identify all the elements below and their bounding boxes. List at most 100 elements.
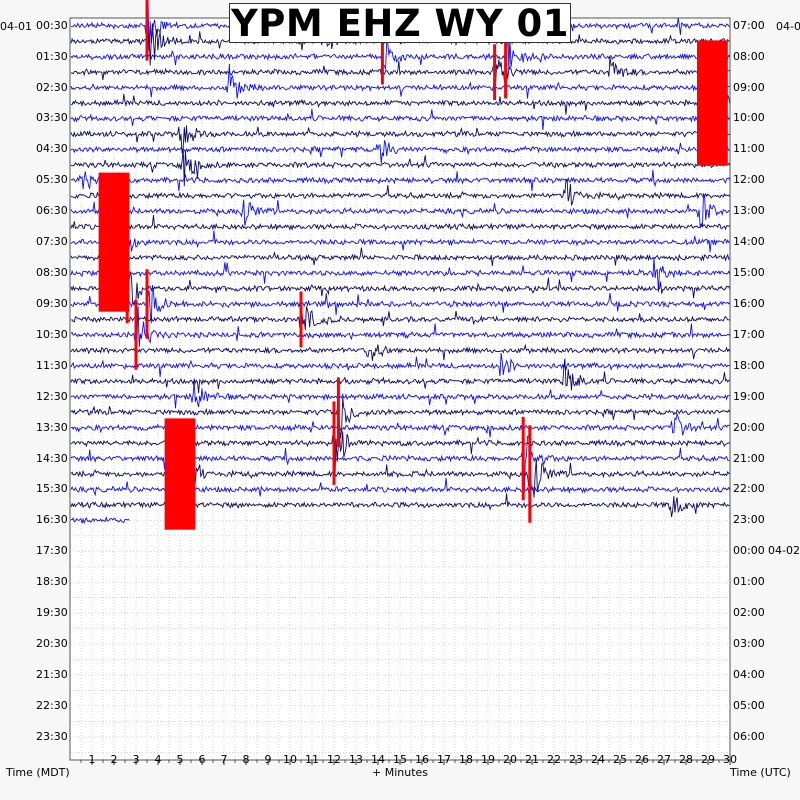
- right-hour-label: 21:00: [733, 451, 765, 465]
- trace-row: [70, 63, 730, 99]
- x-tick-label: 30: [723, 753, 737, 766]
- x-tick-label: 29: [701, 753, 715, 766]
- clip-marker: [493, 44, 497, 100]
- left-hour-label: 11:30: [36, 358, 68, 372]
- left-date-label: 04-01: [0, 20, 32, 33]
- x-tick-label: 21: [525, 753, 539, 766]
- left-hour-label: 13:30: [36, 420, 68, 434]
- right-hour-label: 02:00: [733, 606, 765, 620]
- trace-row: [70, 215, 731, 232]
- x-tick-label: 25: [613, 753, 627, 766]
- right-hour-label: 05:00: [733, 698, 765, 712]
- x-tick-label: 6: [198, 753, 206, 766]
- right-hour-label: 06:00: [733, 729, 765, 743]
- clip-marker: [145, 0, 149, 61]
- trace-row: [70, 343, 731, 361]
- x-tick-label: 23: [569, 753, 583, 766]
- x-tick-label: 9: [264, 753, 272, 766]
- trace-row: [70, 23, 731, 70]
- left-hour-label: 02:30: [36, 80, 68, 94]
- clip-marker: [697, 40, 728, 166]
- left-hour-label: 04:30: [36, 142, 68, 156]
- clip-marker: [125, 253, 129, 324]
- left-hour-label: 09:30: [36, 296, 68, 310]
- trace-row: [70, 352, 730, 377]
- right-hour-label: 01:00: [733, 575, 765, 589]
- left-hour-label: 22:30: [36, 698, 68, 712]
- clip-marker: [98, 172, 130, 312]
- x-tick-label: 28: [679, 753, 693, 766]
- right-hour-label: 19:00: [733, 389, 765, 403]
- trace-row: [70, 23, 730, 66]
- clip-marker: [336, 377, 340, 447]
- right-hour-label: 14:00: [733, 235, 765, 249]
- right-hour-label: 17:00: [733, 327, 765, 341]
- x-tick-label: 11: [305, 753, 319, 766]
- x-tick-label: 14: [371, 753, 385, 766]
- right-hour-label: 16:00: [733, 296, 765, 310]
- x-tick-label: 3: [132, 753, 140, 766]
- clip-marker: [521, 416, 525, 501]
- trace-row: [70, 257, 731, 293]
- x-tick-label: 8: [242, 753, 250, 766]
- left-hour-label: 10:30: [36, 327, 68, 341]
- x-tick-label: 10: [283, 753, 297, 766]
- x-axis-ticks: [80, 760, 731, 765]
- trace-row: [70, 108, 731, 131]
- trace-row: [70, 148, 731, 187]
- clip-marker: [145, 269, 149, 339]
- left-hour-label: 00:30: [36, 18, 68, 32]
- x-tick-label: 13: [349, 753, 363, 766]
- right-date-label-top: 04-01: [776, 20, 800, 33]
- clip-marker: [164, 418, 196, 530]
- trace-row: [70, 358, 731, 393]
- x-tick-label: 20: [503, 753, 517, 766]
- trace-row: [71, 56, 731, 84]
- clip-marker: [504, 14, 508, 99]
- x-tick-label: 4: [154, 753, 162, 766]
- x-tick-label: 12: [327, 753, 341, 766]
- clipped-events: [98, 0, 728, 530]
- right-hour-label: 07:00: [733, 18, 765, 32]
- x-tick-label: 5: [176, 753, 184, 766]
- left-hour-label: 12:30: [36, 389, 68, 403]
- left-hour-label: 23:30: [36, 729, 68, 743]
- right-hour-label: 00:00: [733, 544, 765, 558]
- x-tick-label: 7: [220, 753, 228, 766]
- clip-marker: [299, 291, 303, 348]
- x-tick-label: 19: [481, 753, 495, 766]
- left-hour-label: 20:30: [36, 637, 68, 651]
- right-date-label: 04-02: [768, 544, 800, 558]
- x-tick-label: 27: [657, 753, 671, 766]
- left-hour-label: 17:30: [36, 544, 68, 558]
- trace-row: [70, 306, 731, 331]
- trace-row: [70, 515, 130, 525]
- left-hour-label: 06:30: [36, 204, 68, 218]
- left-axis-title: Time (MDT): [6, 766, 70, 779]
- x-tick-label: 26: [635, 753, 649, 766]
- right-hour-label: 13:00: [733, 204, 765, 218]
- clip-marker: [380, 28, 384, 85]
- right-hour-label: 11:00: [733, 142, 765, 156]
- left-hour-label: 15:30: [36, 482, 68, 496]
- x-tick-label: 2: [110, 753, 118, 766]
- trace-row: [70, 397, 731, 439]
- left-hour-label: 01:30: [36, 49, 68, 63]
- left-hour-label: 19:30: [36, 606, 68, 620]
- clip-marker: [528, 425, 532, 523]
- left-hour-label: 18:30: [36, 575, 68, 589]
- x-tick-label: 24: [591, 753, 605, 766]
- trace-row: [70, 169, 731, 192]
- right-hour-label: 15:00: [733, 266, 765, 280]
- trace-row: [70, 285, 731, 324]
- trace-row: [70, 306, 731, 348]
- trace-row: [70, 140, 731, 164]
- x-tick-label: 15: [393, 753, 407, 766]
- right-hour-label: 12:00: [733, 173, 765, 187]
- trace-row: [70, 74, 731, 138]
- right-hour-label: 09:00: [733, 80, 765, 94]
- left-hour-label: 07:30: [36, 235, 68, 249]
- right-hour-label: 23:00: [733, 513, 765, 527]
- left-hour-label: 16:30: [36, 513, 68, 527]
